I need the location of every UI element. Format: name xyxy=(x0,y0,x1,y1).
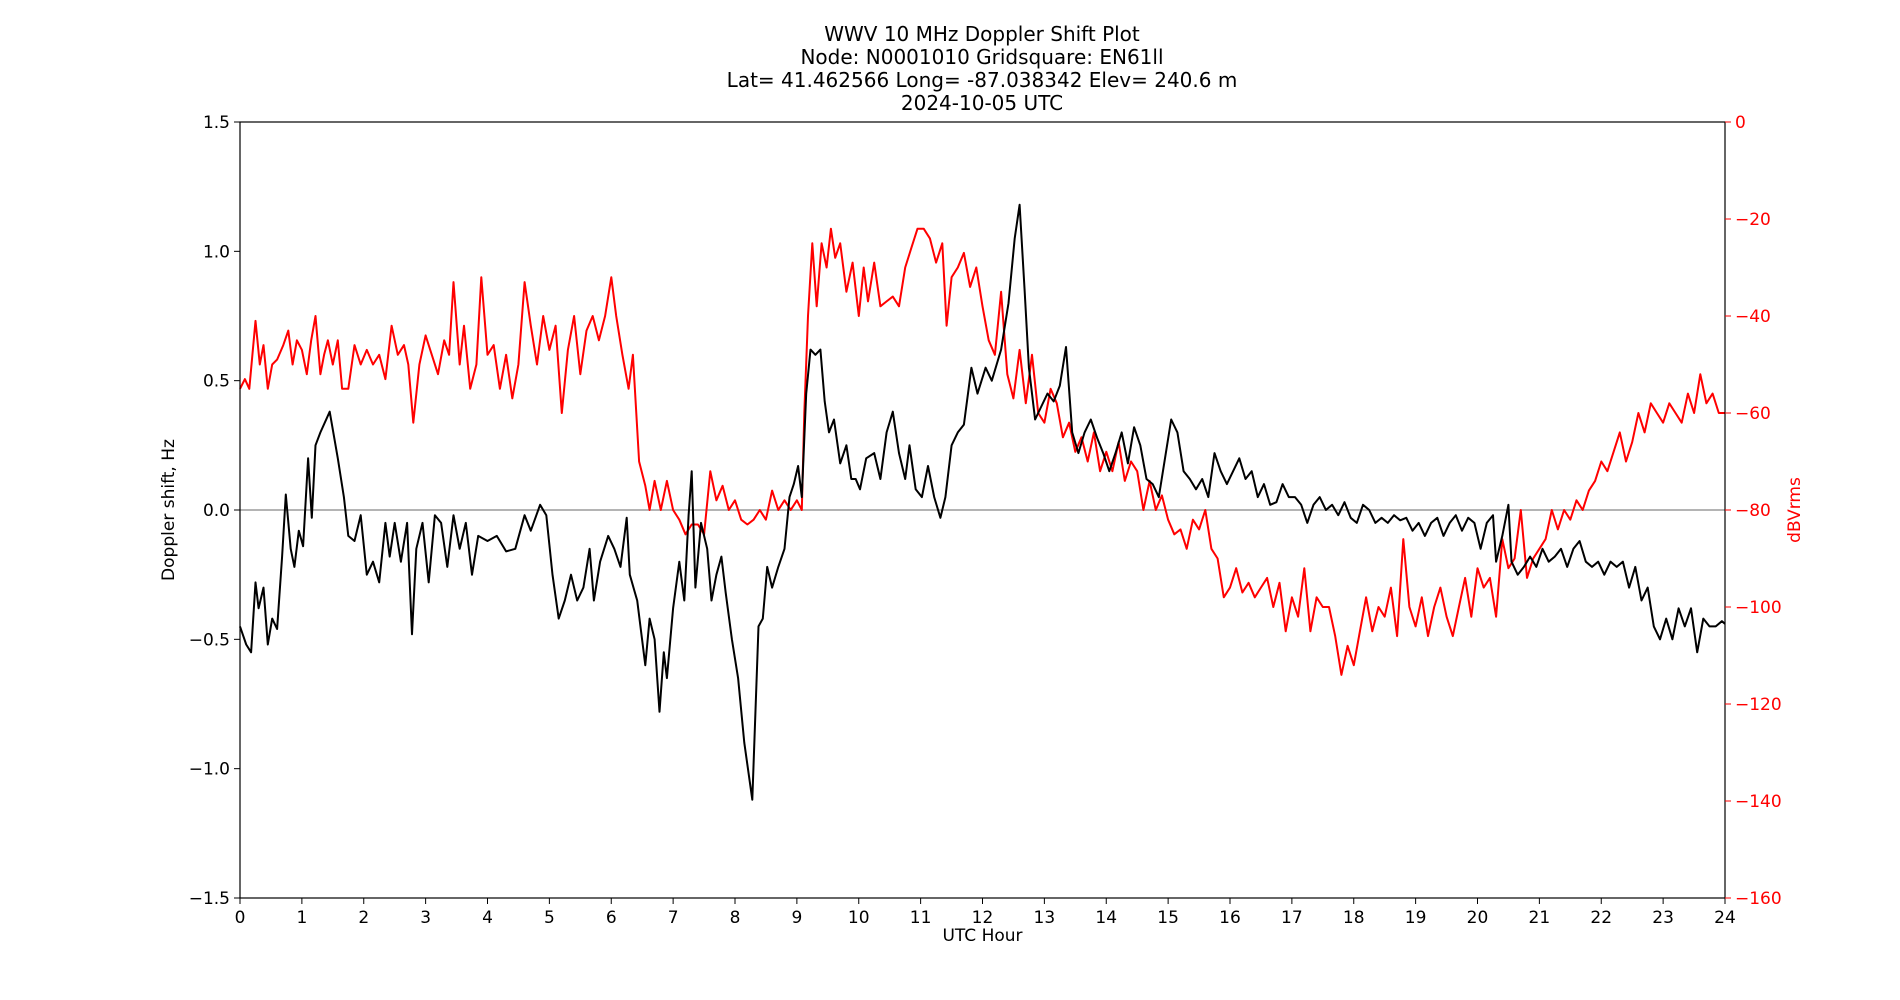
y-tick-label: −1.0 xyxy=(189,760,230,780)
y-tick-label: 1.0 xyxy=(203,242,230,262)
x-tick-label: 12 xyxy=(972,908,994,928)
y2-tick-label: −160 xyxy=(1735,889,1782,909)
x-tick-label: 7 xyxy=(668,908,679,928)
series-lines xyxy=(239,203,1726,801)
x-tick-label: 9 xyxy=(791,908,802,928)
x-tick-label: 8 xyxy=(730,908,741,928)
y-tick-label: −0.5 xyxy=(189,630,230,650)
x-tick-label: 20 xyxy=(1467,908,1489,928)
x-tick-label: 0 xyxy=(235,908,246,928)
y2-tick-label: 0 xyxy=(1735,113,1746,133)
x-tick-label: 23 xyxy=(1652,908,1674,928)
title-line-3: Lat= 41.462566 Long= -87.038342 Elev= 24… xyxy=(727,68,1238,92)
x-axis-label: UTC Hour xyxy=(942,926,1022,946)
y-tick-label: 1.5 xyxy=(203,113,230,133)
title-line-1: WWV 10 MHz Doppler Shift Plot xyxy=(824,22,1140,46)
y2-tick-label: −80 xyxy=(1735,501,1771,521)
y-tick-label: −1.5 xyxy=(189,889,230,909)
x-tick-label: 3 xyxy=(420,908,431,928)
x-tick-label: 14 xyxy=(1095,908,1117,928)
x-tick-label: 19 xyxy=(1405,908,1427,928)
x-tick-label: 2 xyxy=(358,908,369,928)
y2-tick-label: −20 xyxy=(1735,210,1771,230)
x-tick-label: 18 xyxy=(1343,908,1365,928)
x-tick-label: 22 xyxy=(1590,908,1612,928)
y-tick-label: 0.5 xyxy=(203,372,230,392)
x-tick-label: 16 xyxy=(1219,908,1241,928)
x-tick-label: 15 xyxy=(1157,908,1179,928)
y2-tick-label: −60 xyxy=(1735,404,1771,424)
x-tick-label: 6 xyxy=(606,908,617,928)
y-axis-label-left: Doppler shift, Hz xyxy=(159,439,179,581)
title-line-4: 2024-10-05 UTC xyxy=(901,91,1063,115)
doppler-shift-line xyxy=(239,203,1726,801)
y-tick-label: 0.0 xyxy=(203,501,230,521)
x-tick-label: 21 xyxy=(1529,908,1551,928)
x-tick-label: 5 xyxy=(544,908,555,928)
x-tick-label: 11 xyxy=(910,908,932,928)
y2-tick-label: −40 xyxy=(1735,307,1771,327)
y-axis-right: 0 −20 −40 −60 −80 −100 −120 −140 −160 xyxy=(1725,113,1782,909)
y2-tick-label: −140 xyxy=(1735,792,1782,812)
y-axis-label-right: dBVrms xyxy=(1785,477,1805,543)
x-axis: 0 1 2 3 4 5 6 7 8 9 10 11 12 13 14 15 16 17 18 19 20 21 22 23 24 xyxy=(235,898,1736,928)
x-tick-label: 13 xyxy=(1034,908,1056,928)
y2-tick-label: −120 xyxy=(1735,695,1782,715)
x-tick-label: 1 xyxy=(296,908,307,928)
x-tick-label: 10 xyxy=(848,908,870,928)
y-axis-left: 1.5 1.0 0.5 0.0 −0.5 −1.0 −1.5 xyxy=(189,113,240,909)
x-tick-label: 24 xyxy=(1714,908,1736,928)
y2-tick-label: −100 xyxy=(1735,598,1782,618)
title-line-2: Node: N0001010 Gridsquare: EN61ll xyxy=(800,45,1163,69)
signal-power-line xyxy=(239,227,1725,676)
x-tick-label: 4 xyxy=(482,908,493,928)
x-tick-label: 17 xyxy=(1281,908,1303,928)
